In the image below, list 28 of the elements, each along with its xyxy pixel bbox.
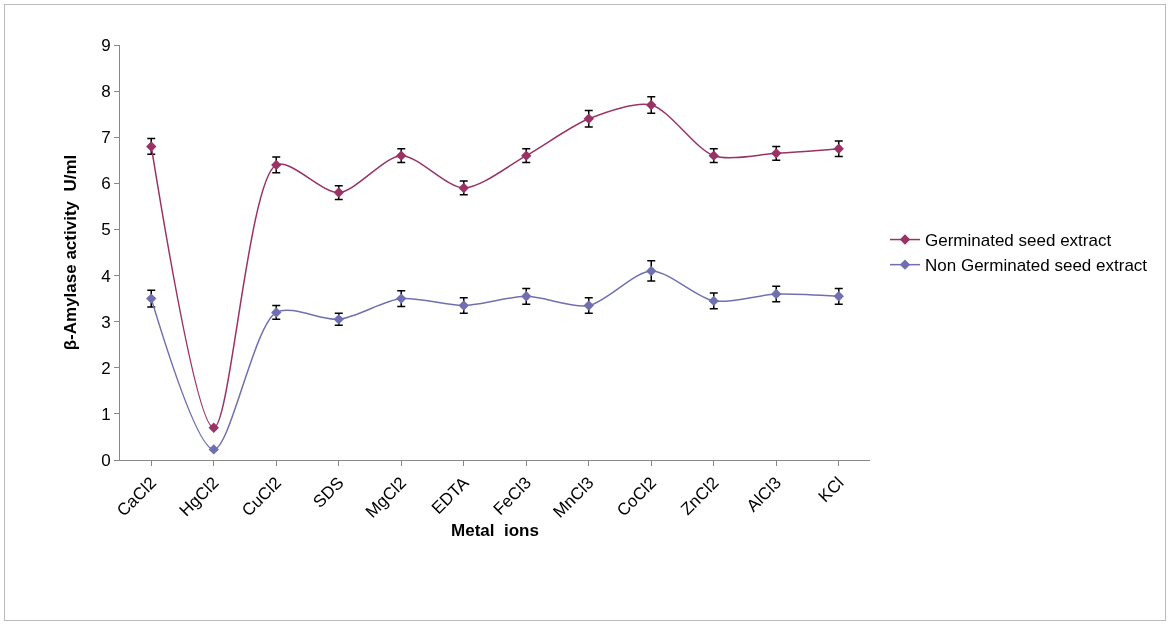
point [208, 422, 219, 433]
point [833, 143, 844, 154]
point [521, 291, 532, 302]
x-axis-title: Metal ions [451, 520, 539, 540]
point [583, 113, 594, 124]
y-tick-label: 2 [101, 358, 111, 378]
point [583, 300, 594, 311]
y-tick-label: 6 [101, 174, 111, 194]
point [146, 141, 157, 152]
point [458, 300, 469, 311]
x-tick-label: KCl [814, 473, 848, 507]
point [833, 291, 844, 302]
point [646, 265, 657, 277]
point [396, 293, 407, 304]
y-tick-label: 7 [101, 128, 111, 148]
legend-label: Germinated seed extract [925, 231, 1112, 251]
y-tick-label: 1 [101, 404, 111, 424]
y-axis-title: β-Amylase activity U/ml [61, 154, 80, 351]
legend-label: Non Germinated seed extract [925, 256, 1148, 276]
y-tick-label: 4 [101, 266, 111, 286]
y-tick-label: 8 [101, 82, 111, 102]
y-tick-label: 9 [101, 35, 111, 55]
y-tick-label: 3 [101, 312, 111, 332]
point [646, 99, 657, 111]
y-tick-label: 5 [101, 220, 111, 240]
y-tick-label: 0 [101, 450, 111, 470]
point [146, 293, 157, 304]
point [208, 444, 219, 455]
